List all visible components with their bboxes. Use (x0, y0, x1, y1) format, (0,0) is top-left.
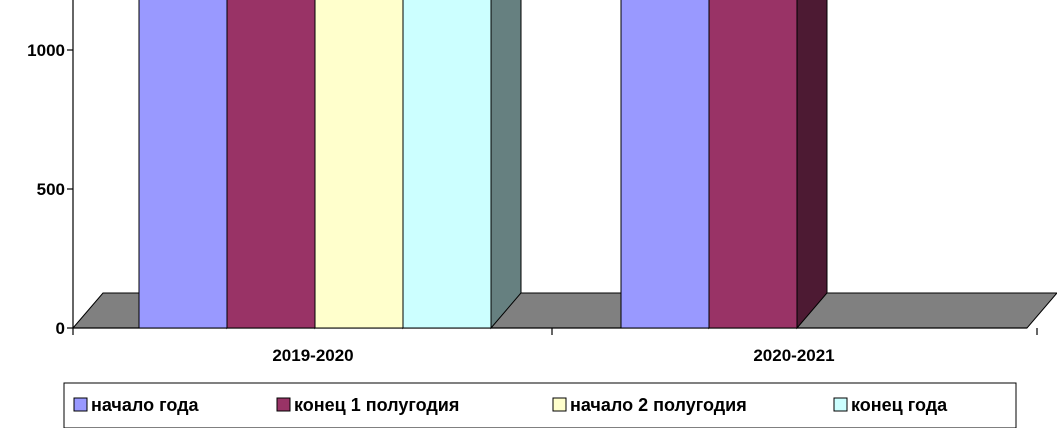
bar-side (490, 0, 522, 330)
x-category-label: 2020-2021 (753, 346, 834, 365)
bar (708, 0, 828, 330)
chart-bars (138, 0, 828, 330)
legend-box (63, 382, 1017, 428)
bar (402, 0, 522, 330)
legend-label: начало 2 полугодия (570, 395, 747, 415)
bar-front (226, 0, 316, 329)
bar-side (796, 0, 828, 330)
legend-label: конец 1 полугодия (294, 395, 459, 415)
bar-front (138, 0, 228, 329)
legend-item: конец года (833, 395, 948, 415)
legend-swatch (552, 397, 567, 412)
legend-swatch (276, 397, 291, 412)
legend-label: конец года (851, 395, 948, 415)
chart-legend: начало года конец 1 полугодия начало 2 пол… (63, 382, 1017, 428)
legend-item: начало 2 полугодия (552, 395, 747, 415)
y-tick-label: 500 (37, 180, 65, 199)
bar-front (402, 0, 492, 329)
legend-label: начало года (91, 395, 200, 415)
legend-item: конец 1 полугодия (276, 395, 459, 415)
bar-front (620, 0, 710, 329)
y-tick-label: 0 (56, 319, 65, 338)
bar-front (708, 0, 798, 329)
x-category-label: 2019-2020 (272, 346, 353, 365)
y-tick-label: 1000 (27, 41, 65, 60)
legend-item: начало года (73, 395, 200, 415)
bar-front (314, 0, 404, 329)
legend-swatch (73, 397, 88, 412)
legend-swatch (833, 397, 848, 412)
